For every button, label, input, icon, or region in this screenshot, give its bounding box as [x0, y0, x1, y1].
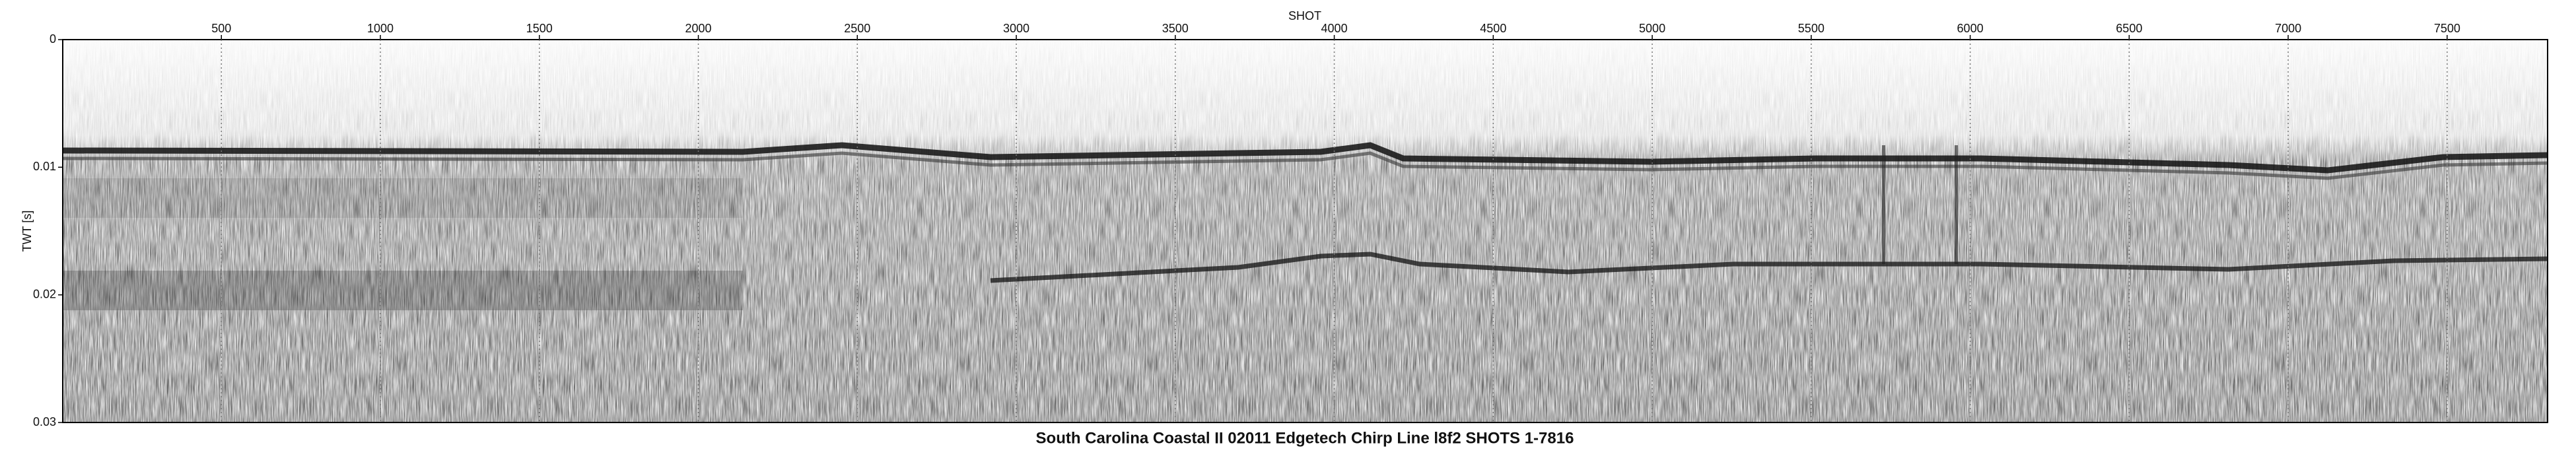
x-tick-label: 7500 [2434, 22, 2460, 35]
plot-frame [62, 39, 2548, 423]
y-tick-label: 0.02 [33, 287, 56, 300]
x-tick-label: 4500 [1480, 22, 1506, 35]
x-tick-label: 6500 [2116, 22, 2142, 35]
x-tick-label: 5500 [1798, 22, 1825, 35]
x-tick-label: 500 [211, 22, 231, 35]
x-tick-label: 5000 [1639, 22, 1665, 35]
x-tick-label: 7000 [2275, 22, 2301, 35]
x-tick-label: 4000 [1321, 22, 1348, 35]
x-tick-label: 1500 [526, 22, 553, 35]
x-tick-label: 2000 [685, 22, 712, 35]
x-axis-label: SHOT [1288, 9, 1321, 22]
x-tick-label: 3000 [1003, 22, 1029, 35]
x-tick-label: 3500 [1162, 22, 1189, 35]
x-tick-label: 6000 [1957, 22, 1984, 35]
x-tick-label: 1000 [367, 22, 394, 35]
y-axis-label: TWT [s] [20, 211, 34, 252]
y-tick-label: 0 [50, 32, 56, 46]
y-tick-label: 0.03 [33, 415, 56, 428]
chart-title: South Carolina Coastal II 02011 Edgetech… [1036, 429, 1574, 447]
y-tick-label: 0.01 [33, 160, 56, 173]
x-tick-label: 2500 [844, 22, 870, 35]
seismic-section [62, 40, 2548, 422]
